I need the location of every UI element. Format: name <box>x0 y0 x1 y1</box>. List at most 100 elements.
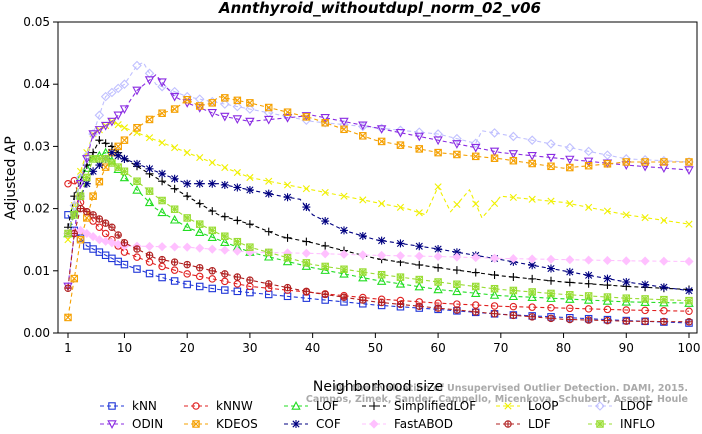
point-ldof-6 <box>94 110 105 121</box>
point-odin-14 <box>144 76 155 86</box>
legend-item-fastabod: FastABOD <box>362 417 453 431</box>
y-tick-label-0.00: 0.00 <box>23 326 50 340</box>
point-ldf-26 <box>221 270 229 278</box>
y-tick-label-0.02: 0.02 <box>23 202 50 216</box>
plot-frame <box>57 21 698 334</box>
point-cof-93 <box>641 280 650 289</box>
point-ldf-78 <box>547 314 555 323</box>
point-inflo-18 <box>170 205 179 213</box>
legend-label-lof: LOF <box>316 399 339 413</box>
x-tick-label-50: 50 <box>368 341 383 355</box>
point-kdeos-30 <box>246 99 254 107</box>
point-cof-10 <box>120 154 129 163</box>
point-lof-54 <box>395 278 406 288</box>
point-fastabod-84 <box>584 255 594 265</box>
point-odin-48 <box>358 121 368 131</box>
point-ldof-26 <box>220 99 230 109</box>
point-lof-60 <box>433 284 443 294</box>
point-fastabod-18 <box>170 242 180 252</box>
point-loop-18 <box>171 144 179 152</box>
point-loop-33 <box>265 177 273 185</box>
legend-item-knn: kNN <box>100 399 157 413</box>
point-fastabod-100 <box>684 256 694 267</box>
point-ldof-18 <box>169 86 180 97</box>
point-cof-75 <box>528 261 537 270</box>
point-kdeos-7 <box>101 163 110 171</box>
point-loop-26 <box>221 163 229 172</box>
point-inflo-96 <box>660 295 668 304</box>
point-kdeos-54 <box>396 141 405 149</box>
point-inflo-100 <box>685 296 693 305</box>
point-kdeos-42 <box>321 119 329 127</box>
point-inflo-12 <box>133 177 141 185</box>
series-line-odin <box>67 74 690 287</box>
point-kdeos-63 <box>453 150 461 159</box>
point-odin-8 <box>107 117 117 127</box>
point-fastabod-24 <box>207 244 217 254</box>
x-tick-label-30: 30 <box>242 341 257 355</box>
point-ldof-2 <box>69 200 80 211</box>
point-fastabod-48 <box>358 250 368 260</box>
point-odin-18 <box>169 92 180 102</box>
point-simplifiedlof-33 <box>264 227 273 236</box>
point-fastabod-16 <box>157 242 167 252</box>
legend-item-loop: LoOP <box>496 399 559 413</box>
point-ldf-30 <box>246 276 254 284</box>
point-fastabod-42 <box>320 249 330 259</box>
point-inflo-42 <box>321 262 329 271</box>
point-loop-90 <box>622 211 630 219</box>
point-ldof-54 <box>395 125 406 136</box>
point-lof-48 <box>358 272 368 282</box>
point-kdeos-3 <box>76 235 85 244</box>
point-kdeos-12 <box>133 123 141 132</box>
point-cof-20 <box>183 179 192 188</box>
point-inflo-75 <box>528 288 536 296</box>
point-simplifiedlof-7 <box>101 139 110 148</box>
point-odin-10 <box>119 105 130 115</box>
point-kdeos-96 <box>660 158 668 166</box>
point-loop-69 <box>490 199 499 208</box>
legend-marker-knnw <box>192 402 200 410</box>
point-lof-14 <box>144 197 155 207</box>
legend-item-ldof: LDOF <box>588 399 652 413</box>
point-loop-22 <box>196 154 204 162</box>
point-loop-72 <box>509 193 517 201</box>
point-inflo-60 <box>434 278 442 286</box>
point-ldf-6 <box>95 215 104 223</box>
point-fastabod-28 <box>232 246 242 256</box>
point-cof-84 <box>584 271 593 280</box>
point-kdeos-90 <box>622 158 631 166</box>
point-ldf-81 <box>566 315 574 324</box>
point-knn-10 <box>120 260 129 269</box>
point-kdeos-72 <box>509 156 518 165</box>
point-inflo-7 <box>101 155 110 163</box>
point-knnw-26 <box>221 277 229 286</box>
point-loop-14 <box>145 134 154 142</box>
point-cof-28 <box>233 183 242 192</box>
point-loop-10 <box>120 124 129 132</box>
point-kdeos-100 <box>685 158 693 166</box>
point-ldf-4 <box>83 207 91 216</box>
point-ldf-57 <box>415 302 424 311</box>
legend-label-inflo: INFLO <box>620 417 655 431</box>
point-kdeos-28 <box>233 96 242 105</box>
point-loop-54 <box>396 203 405 211</box>
point-kdeos-87 <box>603 160 612 168</box>
point-ldf-87 <box>603 316 612 325</box>
point-inflo-39 <box>302 259 311 267</box>
point-ldf-66 <box>471 308 480 316</box>
point-kdeos-84 <box>584 161 593 170</box>
point-cof-5 <box>89 167 98 176</box>
point-fastabod-75 <box>527 254 537 264</box>
point-fastabod-60 <box>433 251 443 262</box>
point-ldf-93 <box>641 317 649 326</box>
point-simplifiedlof-16 <box>158 177 167 186</box>
legend-label-ldf: LDF <box>528 417 551 431</box>
point-loop-48 <box>359 196 367 204</box>
point-odin-33 <box>264 115 274 125</box>
point-loop-81 <box>566 200 574 208</box>
legend-label-odin: ODIN <box>132 417 163 431</box>
point-odin-30 <box>245 117 255 127</box>
point-ldf-28 <box>233 273 242 281</box>
point-cof-90 <box>622 277 631 286</box>
